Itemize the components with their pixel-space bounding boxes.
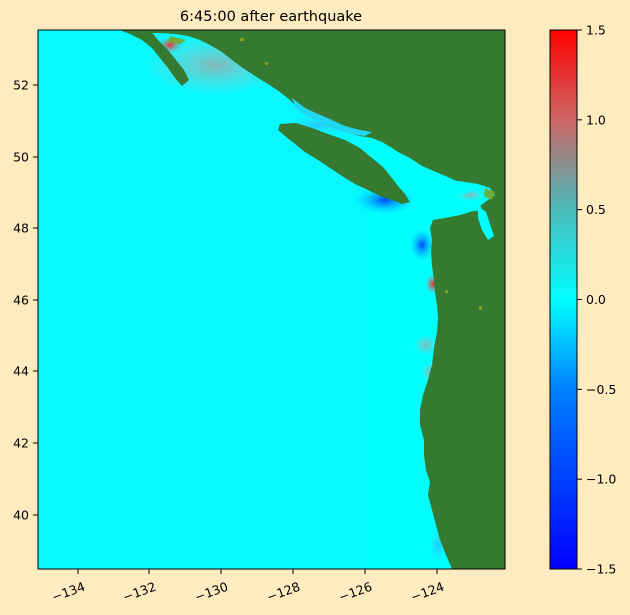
y-tick-label: 48	[13, 221, 29, 236]
land-island-speck-3	[479, 306, 482, 310]
y-tick-label: 50	[13, 150, 29, 165]
y-tick-label: 44	[13, 364, 29, 379]
y-tick-label: 52	[13, 78, 29, 93]
strait-juan-de-fuca	[410, 202, 482, 216]
x-tick-label: −130	[193, 579, 230, 605]
land-highlight-north	[168, 36, 186, 44]
land-vancouver-island	[278, 123, 410, 204]
y-tick-label: 46	[13, 293, 29, 308]
land-island-speck-4	[445, 290, 448, 293]
colorbar	[549, 29, 578, 570]
y-tick-label: 40	[13, 508, 29, 523]
colorbar-tick-label: 0.5	[586, 202, 606, 217]
anomaly-coast-grey-1	[414, 335, 438, 355]
y-axis: 52 50 48 46 44 42 40	[13, 78, 38, 523]
colorbar-tick-label: −0.5	[586, 382, 616, 397]
puget-sound	[478, 206, 494, 240]
x-tick-label: −132	[121, 579, 158, 605]
x-tick-label: −126	[337, 579, 374, 605]
colorbar-tick-label: −1.5	[586, 562, 616, 577]
anomaly-coast-blue	[410, 229, 434, 261]
land-highlight-strait	[484, 188, 495, 200]
x-tick-label: −124	[409, 579, 446, 605]
colorbar-tick-label: 0.0	[586, 292, 606, 307]
plot-title: 6:45:00 after earthquake	[180, 9, 362, 25]
land-haida-gwaii	[122, 30, 189, 86]
colorbar-tick-label: 1.0	[586, 112, 606, 127]
map-panel	[38, 30, 505, 569]
colorbar-tick-label: −1.0	[586, 472, 616, 487]
inner-channel-north	[292, 98, 372, 136]
land-island-speck-2	[265, 62, 268, 65]
strait-georgia	[398, 152, 470, 194]
land-island-speck-1	[240, 38, 244, 41]
x-tick-label: −128	[265, 579, 302, 605]
colorbar-tick-label: 1.5	[586, 23, 606, 38]
colorbar-axis: 1.5 1.0 0.5 0.0 −0.5 −1.0 −1.5	[577, 23, 616, 577]
x-axis: −134 −132 −130 −128 −126 −124	[50, 569, 446, 605]
x-tick-label: −134	[50, 579, 87, 605]
y-tick-label: 42	[13, 436, 29, 451]
land-mainland	[120, 30, 505, 569]
